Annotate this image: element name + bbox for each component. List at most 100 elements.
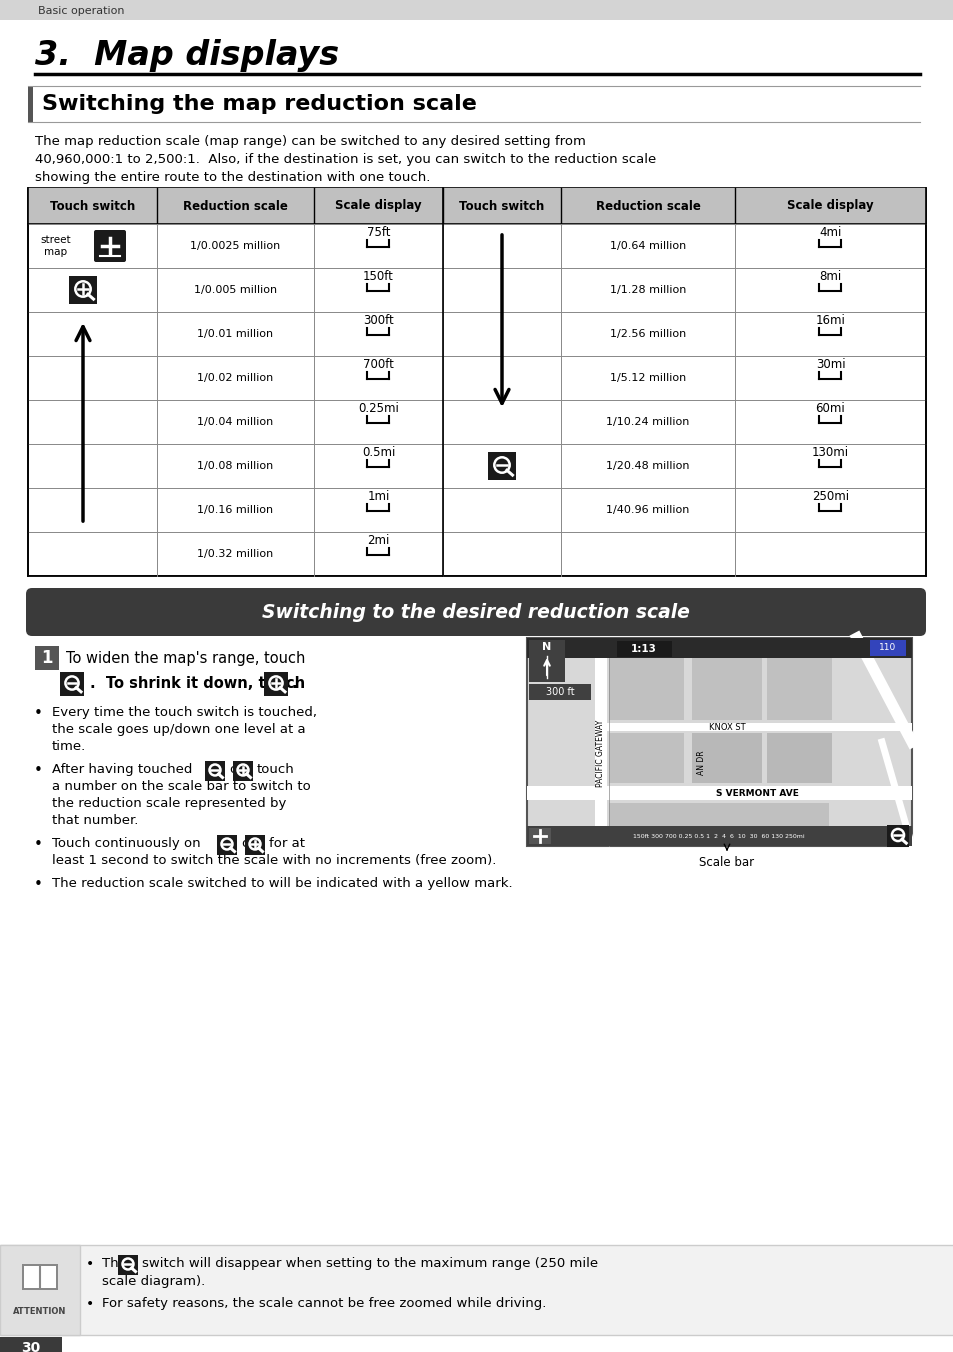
Text: 3.  Map displays: 3. Map displays (35, 38, 338, 72)
Text: 1/20.48 million: 1/20.48 million (605, 461, 689, 470)
Text: Touch switch: Touch switch (50, 200, 135, 212)
Bar (69, 276, 97, 304)
Text: Touch switch: Touch switch (459, 200, 544, 212)
Text: 1/0.04 million: 1/0.04 million (197, 416, 274, 427)
Text: S VERMONT AVE: S VERMONT AVE (715, 788, 798, 798)
Bar (691, 642, 761, 721)
Text: 130mi: 130mi (811, 446, 848, 458)
Text: a number on the scale bar to switch to: a number on the scale bar to switch to (52, 780, 311, 794)
Text: •: • (86, 1297, 94, 1311)
Text: Scale display: Scale display (335, 200, 421, 212)
Text: or: or (229, 763, 242, 776)
Text: 150ft 300 700 0.25 0.5 1  2  4  6  10  30  60 130 250mi: 150ft 300 700 0.25 0.5 1 2 4 6 10 30 60 … (633, 834, 804, 840)
Text: The reduction scale switched to will be indicated with a yellow mark.: The reduction scale switched to will be … (52, 877, 512, 890)
Text: AN DR: AN DR (697, 750, 706, 775)
FancyBboxPatch shape (94, 230, 126, 262)
Text: 300 ft: 300 ft (545, 687, 574, 698)
Bar (488, 452, 516, 480)
Text: for at: for at (269, 837, 305, 850)
Text: 60mi: 60mi (815, 402, 844, 415)
Text: 1:13: 1:13 (630, 644, 657, 654)
Text: Touch continuously on: Touch continuously on (52, 837, 200, 850)
Text: least 1 second to switch the scale with no increments (free zoom).: least 1 second to switch the scale with … (52, 854, 496, 867)
Text: 110: 110 (879, 644, 896, 653)
Text: Switching to the desired reduction scale: Switching to the desired reduction scale (262, 603, 689, 622)
Bar (526, 638, 911, 846)
Bar (28, 87, 33, 122)
Text: 1/0.01 million: 1/0.01 million (197, 329, 274, 339)
Text: street
map: street map (41, 235, 71, 257)
Text: After having touched: After having touched (52, 763, 193, 776)
Bar (526, 638, 911, 658)
Text: PACIFIC GATEWAY: PACIFIC GATEWAY (596, 719, 605, 787)
Text: 1/0.08 million: 1/0.08 million (197, 461, 274, 470)
Text: 1/5.12 million: 1/5.12 million (609, 373, 685, 383)
Text: 4mi: 4mi (819, 226, 841, 239)
Bar (869, 639, 905, 656)
Text: For safety reasons, the scale cannot be free zoomed while driving.: For safety reasons, the scale cannot be … (102, 1297, 546, 1310)
Text: showing the entire route to the destination with one touch.: showing the entire route to the destinat… (35, 170, 430, 184)
Text: 0.5mi: 0.5mi (361, 446, 395, 458)
Text: time.: time. (52, 740, 86, 753)
Text: 1/0.32 million: 1/0.32 million (197, 549, 274, 558)
Text: Reduction scale: Reduction scale (595, 200, 700, 212)
Text: touch: touch (256, 763, 294, 776)
Text: 1mi: 1mi (367, 489, 389, 503)
Bar (529, 639, 564, 681)
Text: 1/0.005 million: 1/0.005 million (193, 285, 276, 295)
Text: •: • (33, 706, 42, 721)
Bar (0, 0, 953, 20)
Bar (60, 672, 84, 696)
Bar (205, 761, 225, 781)
Text: ATTENTION: ATTENTION (13, 1306, 67, 1315)
Bar (606, 723, 911, 731)
Bar (28, 188, 925, 224)
Text: 250mi: 250mi (811, 489, 848, 503)
Text: or: or (241, 837, 254, 850)
Bar (41, 1265, 56, 1288)
Text: N: N (542, 642, 551, 652)
Text: 1/2.56 million: 1/2.56 million (609, 329, 685, 339)
Text: 30: 30 (21, 1341, 41, 1352)
Bar (529, 684, 590, 700)
Text: Switching the map reduction scale: Switching the map reduction scale (42, 95, 477, 114)
Text: .  To shrink it down, touch: . To shrink it down, touch (90, 676, 305, 691)
Text: 150ft: 150ft (363, 270, 394, 283)
Text: 0.25mi: 0.25mi (357, 402, 398, 415)
Text: the reduction scale represented by: the reduction scale represented by (52, 796, 286, 810)
Text: 30mi: 30mi (815, 358, 844, 370)
Text: 300ft: 300ft (363, 314, 394, 327)
Text: 1/0.64 million: 1/0.64 million (609, 241, 685, 251)
Bar (617, 641, 671, 657)
Text: Every time the touch switch is touched,: Every time the touch switch is touched, (52, 706, 316, 719)
Text: •: • (33, 837, 42, 852)
Text: •: • (33, 763, 42, 777)
Text: 1/0.02 million: 1/0.02 million (197, 373, 274, 383)
Bar (608, 642, 683, 721)
Bar (22, 1264, 58, 1290)
Bar (526, 786, 911, 800)
Text: 1/0.16 million: 1/0.16 million (197, 506, 274, 515)
Text: KNOX ST: KNOX ST (708, 722, 744, 731)
Text: Basic operation: Basic operation (38, 5, 125, 16)
Bar (608, 733, 683, 783)
Text: Scale display: Scale display (786, 200, 873, 212)
Text: scale diagram).: scale diagram). (102, 1275, 205, 1288)
Text: 75ft: 75ft (366, 226, 390, 239)
Bar (264, 672, 288, 696)
Bar (233, 761, 253, 781)
Bar (28, 188, 925, 576)
Text: the scale goes up/down one level at a: the scale goes up/down one level at a (52, 723, 305, 735)
Text: 1/1.28 million: 1/1.28 million (609, 285, 685, 295)
Text: 8mi: 8mi (819, 270, 841, 283)
Text: To widen the map's range, touch: To widen the map's range, touch (66, 650, 305, 665)
Text: •: • (33, 877, 42, 892)
Bar (118, 1255, 138, 1275)
Text: 16mi: 16mi (815, 314, 844, 327)
Text: that number.: that number. (52, 814, 138, 827)
Text: 40,960,000:1 to 2,500:1.  Also, if the destination is set, you can switch to the: 40,960,000:1 to 2,500:1. Also, if the de… (35, 153, 656, 166)
Text: Scale bar: Scale bar (699, 856, 754, 869)
Bar (0, 1245, 953, 1334)
Bar (0, 1245, 80, 1334)
Text: .: . (292, 676, 297, 691)
